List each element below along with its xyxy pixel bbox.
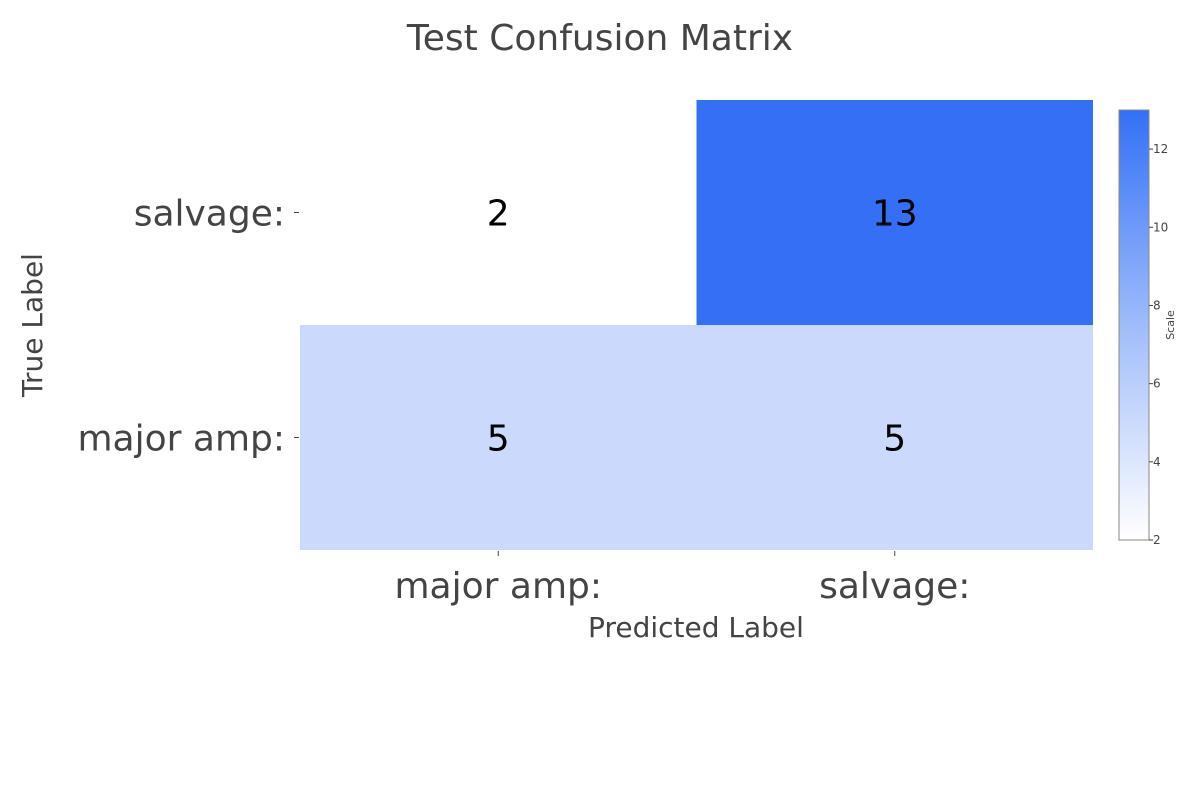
heatmap-cells — [300, 100, 1093, 550]
chart-title: Test Confusion Matrix — [406, 18, 793, 59]
colorbar-tick-label: 2 — [1153, 533, 1161, 547]
heatmap-cell — [696, 100, 1093, 325]
cell-value-label: 5 — [487, 419, 510, 460]
cell-value-label: 13 — [872, 194, 918, 235]
colorbar: 2 4 6 8 10 12 Scale — [1118, 109, 1177, 547]
colorbar-title: Scale — [1164, 310, 1177, 340]
y-axis: major amp: salvage: — [77, 194, 299, 460]
heatmap-cell — [300, 325, 697, 550]
y-tick-label: salvage: — [134, 194, 285, 235]
colorbar-tick-label: 8 — [1153, 298, 1161, 312]
colorbar-tick-label: 6 — [1153, 377, 1161, 391]
colorbar-tick-label: 4 — [1153, 455, 1161, 469]
x-axis: major amp: salvage: — [394, 551, 970, 607]
colorbar-tick-label: 12 — [1153, 142, 1168, 156]
heatmap-cell — [696, 325, 1093, 550]
heatmap-cell — [300, 100, 697, 325]
x-tick-label: major amp: — [394, 566, 602, 607]
colorbar-gradient — [1118, 109, 1150, 541]
y-tick-label: major amp: — [77, 419, 285, 460]
cell-value-label: 2 — [487, 194, 510, 235]
colorbar-ticks: 2 4 6 8 10 12 — [1149, 142, 1168, 547]
x-tick-label: salvage: — [819, 566, 970, 607]
cell-value-label: 5 — [883, 419, 906, 460]
cell-value-labels: 5 5 2 13 — [487, 194, 918, 460]
colorbar-tick-label: 10 — [1153, 220, 1168, 234]
x-axis-title: Predicted Label — [588, 611, 804, 644]
y-axis-title: True Label — [16, 253, 49, 398]
